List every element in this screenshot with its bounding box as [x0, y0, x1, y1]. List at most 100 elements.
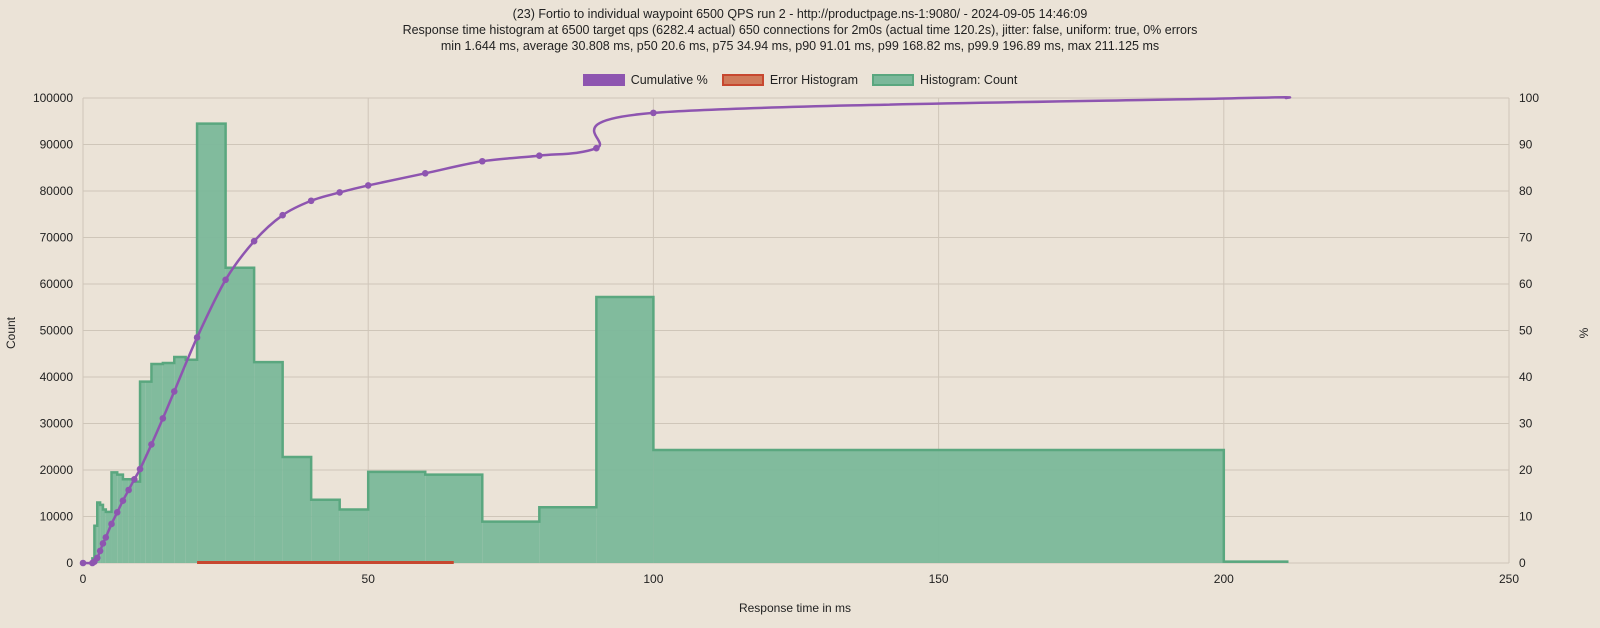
legend-label-cumulative: Cumulative %: [630, 73, 708, 87]
legend-item-cumulative[interactable]: Cumulative %: [582, 73, 708, 87]
y2-tick-label: 0: [1519, 556, 1526, 570]
y2-tick-label: 10: [1519, 510, 1533, 524]
x-axis-label: Response time in ms: [739, 601, 851, 615]
histogram-bar: [254, 362, 283, 563]
y2-tick-label: 40: [1519, 370, 1533, 384]
y-tick-label: 10000: [40, 510, 74, 524]
legend-swatch-cumulative: [582, 74, 625, 86]
histogram-bar: [162, 363, 175, 563]
histogram-bar: [197, 123, 226, 563]
x-tick-label: 50: [362, 572, 376, 586]
cumulative-point: [307, 197, 315, 205]
histogram-bar: [128, 479, 135, 563]
cumulative-point: [96, 547, 104, 555]
y2-tick-label: 50: [1519, 324, 1533, 338]
cumulative-point: [536, 152, 543, 159]
cumulative-point: [102, 534, 110, 541]
x-tick-label: 100: [643, 572, 663, 586]
y-tick-label: 100000: [33, 91, 73, 105]
cumulative-point: [99, 540, 107, 547]
histogram-bar: [596, 297, 654, 563]
y2-tick-label: 80: [1519, 184, 1533, 198]
y-tick-label: 30000: [40, 417, 74, 431]
cumulative-point: [279, 211, 286, 219]
legend-item-histogram-count[interactable]: Histogram: Count: [872, 73, 1017, 87]
cumulative-point: [119, 497, 127, 504]
x-tick-label: 200: [1214, 572, 1234, 586]
histogram-bar: [151, 363, 163, 563]
chart-title-line-1: (23) Fortio to individual waypoint 6500 …: [512, 7, 1088, 21]
chart-title-line-3: min 1.644 ms, average 30.808 ms, p50 20.…: [440, 39, 1160, 53]
y-tick-label: 90000: [40, 138, 74, 152]
histogram-bar: [100, 504, 103, 563]
x-tick-label: 150: [929, 572, 949, 586]
histogram-outline: [91, 122, 1289, 563]
legend-swatch-histogram-count: [872, 74, 915, 86]
x-tick-label: 250: [1499, 572, 1519, 586]
histogram-bar: [94, 525, 98, 563]
cumulative-point: [364, 182, 372, 189]
y-tick-label: 40000: [40, 370, 74, 384]
cumulative-point: [170, 388, 178, 395]
y2-tick-label: 90: [1519, 138, 1533, 152]
histogram-bar: [97, 502, 101, 563]
histogram-bar: [368, 471, 426, 563]
cumulative-point: [250, 237, 258, 245]
histogram-bar: [425, 474, 483, 563]
histogram-bar: [311, 499, 340, 563]
histogram-bar: [134, 481, 141, 563]
histogram-bar: [339, 509, 369, 563]
cumulative-point: [193, 334, 201, 341]
y2-axis-label: %: [1577, 327, 1591, 338]
y-axis-label: Count: [4, 316, 18, 349]
cumulative-point: [159, 415, 167, 422]
histogram-bar: [185, 359, 198, 563]
cumulative-point: [113, 509, 121, 516]
histogram-bar: [225, 267, 255, 563]
y-tick-label: 50000: [40, 324, 74, 338]
histogram-bar: [282, 456, 312, 563]
chart-title-line-2: Response time histogram at 6500 target q…: [402, 23, 1198, 37]
y2-tick-label: 60: [1519, 277, 1533, 291]
chart-legend: Cumulative % Error Histogram Histogram: …: [0, 73, 1600, 87]
x-tick-label: 0: [80, 572, 87, 586]
histogram-bar: [482, 521, 540, 563]
cumulative-point: [336, 189, 343, 196]
y-tick-label: 80000: [40, 184, 74, 198]
histogram-bar: [117, 474, 123, 563]
y-tick-label: 0: [66, 556, 73, 570]
legend-label-error-histogram: Error Histogram: [769, 73, 859, 87]
cumulative-point: [650, 109, 657, 117]
y-tick-label: 20000: [40, 463, 74, 477]
histogram-bars: [91, 122, 1289, 563]
y2-tick-label: 100: [1519, 91, 1539, 105]
y-tick-label: 70000: [40, 231, 74, 245]
histogram-bar: [539, 507, 597, 563]
cumulative-point: [93, 554, 101, 562]
cumulative-point: [131, 476, 138, 483]
cumulative-point: [593, 144, 600, 152]
legend-label-histogram-count: Histogram: Count: [920, 73, 1018, 87]
histogram-bar: [653, 450, 1224, 563]
y2-tick-label: 70: [1519, 231, 1533, 245]
y2-tick-label: 20: [1519, 463, 1533, 477]
histogram-bar: [140, 381, 146, 563]
legend-swatch-error-histogram: [721, 74, 764, 86]
y-tick-label: 60000: [40, 277, 74, 291]
axis-ticks: 0100002000030000400005000060000700008000…: [33, 91, 1539, 586]
legend-item-error-histogram[interactable]: Error Histogram: [721, 73, 859, 87]
cumulative-point: [136, 465, 144, 473]
cumulative-series: [79, 96, 1292, 567]
cumulative-point: [108, 520, 115, 528]
cumulative-point: [125, 486, 132, 494]
histogram-bar: [145, 381, 152, 563]
y2-tick-label: 30: [1519, 417, 1533, 431]
cumulative-point: [222, 276, 229, 284]
histogram-bar: [122, 479, 129, 563]
cumulative-point: [148, 441, 155, 448]
cumulative-point: [79, 559, 87, 567]
histogram-bar: [174, 357, 186, 563]
cumulative-point: [478, 157, 486, 165]
cumulative-point: [421, 170, 429, 177]
